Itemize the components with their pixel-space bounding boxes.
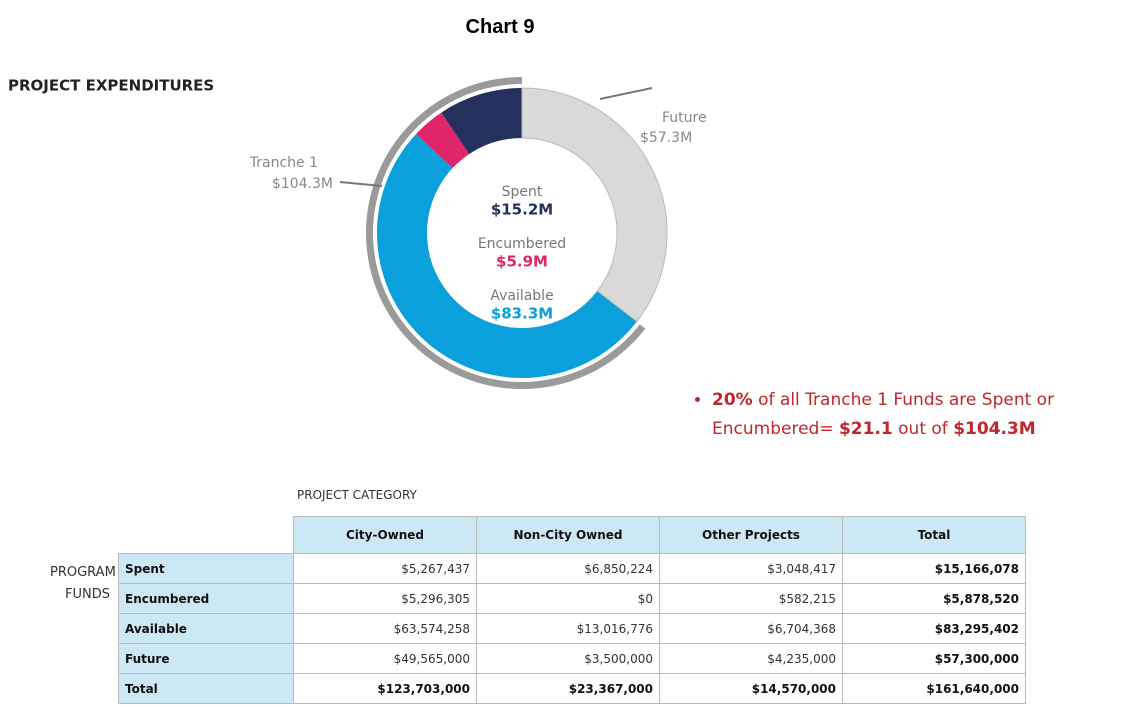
table-cell: $63,574,258 — [293, 613, 477, 644]
table-cell: $3,500,000 — [476, 643, 660, 674]
table-cell: $14,570,000 — [659, 673, 843, 704]
table-row: Available $63,574,258 $13,016,776 $6,704,36… — [118, 613, 1026, 644]
center-label: Spent — [502, 184, 543, 200]
row-header: Encumbered — [118, 583, 294, 614]
row-header: Future — [118, 643, 294, 674]
chart-title: PROJECT EXPENDITURES — [8, 77, 214, 95]
leader-line — [599, 87, 653, 100]
donut-slice — [415, 112, 470, 169]
center-value: $83.3M — [491, 305, 553, 323]
leader-line — [339, 181, 383, 187]
annotation-text: of all Tranche 1 Funds are Spent or Encu… — [712, 390, 1055, 439]
table-cell: $3,048,417 — [659, 553, 843, 584]
table-cell: $161,640,000 — [842, 673, 1026, 704]
table-cell: $0 — [476, 583, 660, 614]
column-group-label: PROJECT CATEGORY — [297, 488, 417, 502]
table-row: Future $49,565,000 $3,500,000 $4,235,000 $57… — [118, 643, 1026, 674]
annotation-text: 20% — [712, 390, 753, 410]
table-cell: $83,295,402 — [842, 613, 1026, 644]
center-value: $15.2M — [491, 201, 553, 219]
annotation-text: $21.1 — [838, 419, 893, 439]
table-cell: $6,850,224 — [476, 553, 660, 584]
group-value: $104.3M — [272, 176, 333, 192]
donut-slice — [441, 88, 522, 155]
annotation-text: $104.3M — [953, 419, 1036, 439]
page-title: Chart 9 — [465, 16, 535, 38]
data-table: City-Owned Non-City Owned Other Projects To… — [118, 516, 1026, 704]
table-cell: $123,703,000 — [293, 673, 477, 704]
center-label: Encumbered — [478, 236, 566, 252]
outer-value: $57.3M — [640, 130, 692, 146]
column-header: Non-City Owned — [476, 516, 660, 554]
table-cell: $23,367,000 — [476, 673, 660, 704]
table-row: Total $123,703,000 $23,367,000 $14,570,000 $… — [118, 673, 1026, 704]
outer-label: Future — [662, 110, 707, 126]
corner-cell — [118, 516, 294, 554]
group-label: Tranche 1 — [249, 155, 318, 171]
center-label: Available — [490, 288, 553, 304]
row-header: Spent — [118, 553, 294, 584]
table-cell: $5,267,437 — [293, 553, 477, 584]
table-cell: $4,235,000 — [659, 643, 843, 674]
table-row: Encumbered $5,296,305 $0 $582,215 $5,878,520 — [118, 583, 1026, 614]
column-header: City-Owned — [293, 516, 477, 554]
table-cell: $5,296,305 — [293, 583, 477, 614]
column-header: Other Projects — [659, 516, 843, 554]
donut-slice — [376, 134, 637, 379]
table-cell: $15,166,078 — [842, 553, 1026, 584]
annotation: 20% of all Tranche 1 Funds are Spent or … — [690, 386, 1132, 444]
table-cell: $49,565,000 — [293, 643, 477, 674]
row-header: Available — [118, 613, 294, 644]
column-header: Total — [842, 516, 1026, 554]
row-header: Total — [118, 673, 294, 704]
table-cell: $582,215 — [659, 583, 843, 614]
table-cell: $13,016,776 — [476, 613, 660, 644]
header-row: City-Owned Non-City Owned Other Projects To… — [118, 516, 1026, 554]
table-cell: $5,878,520 — [842, 583, 1026, 614]
annotation-text: out of — [892, 419, 954, 439]
table-cell: $57,300,000 — [842, 643, 1026, 674]
table-cell: $6,704,368 — [659, 613, 843, 644]
donut-slice — [521, 87, 668, 323]
table-row: Spent $5,267,437 $6,850,224 $3,048,417 $15,1… — [118, 553, 1026, 584]
center-value: $5.9M — [496, 253, 548, 271]
annotation-item: 20% of all Tranche 1 Funds are Spent or … — [712, 386, 1132, 444]
row-group-label: PROGRAM FUNDS — [50, 565, 116, 602]
